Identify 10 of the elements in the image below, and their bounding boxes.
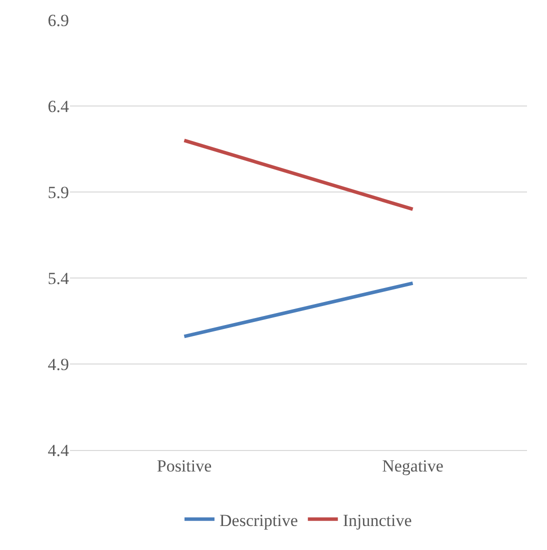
legend-label: Descriptive: [220, 510, 298, 530]
y-tick-label: 6.4: [48, 96, 70, 116]
y-tick-label: 4.9: [48, 354, 69, 374]
y-tick-label: 5.9: [48, 182, 69, 202]
x-tick-label: Negative: [382, 456, 444, 476]
y-tick-label: 6.9: [48, 10, 69, 30]
x-tick-label: Positive: [156, 456, 212, 476]
y-tick-label: 4.4: [48, 440, 70, 460]
y-tick-label: 5.4: [48, 268, 70, 288]
legend-label: Injunctive: [342, 510, 412, 530]
